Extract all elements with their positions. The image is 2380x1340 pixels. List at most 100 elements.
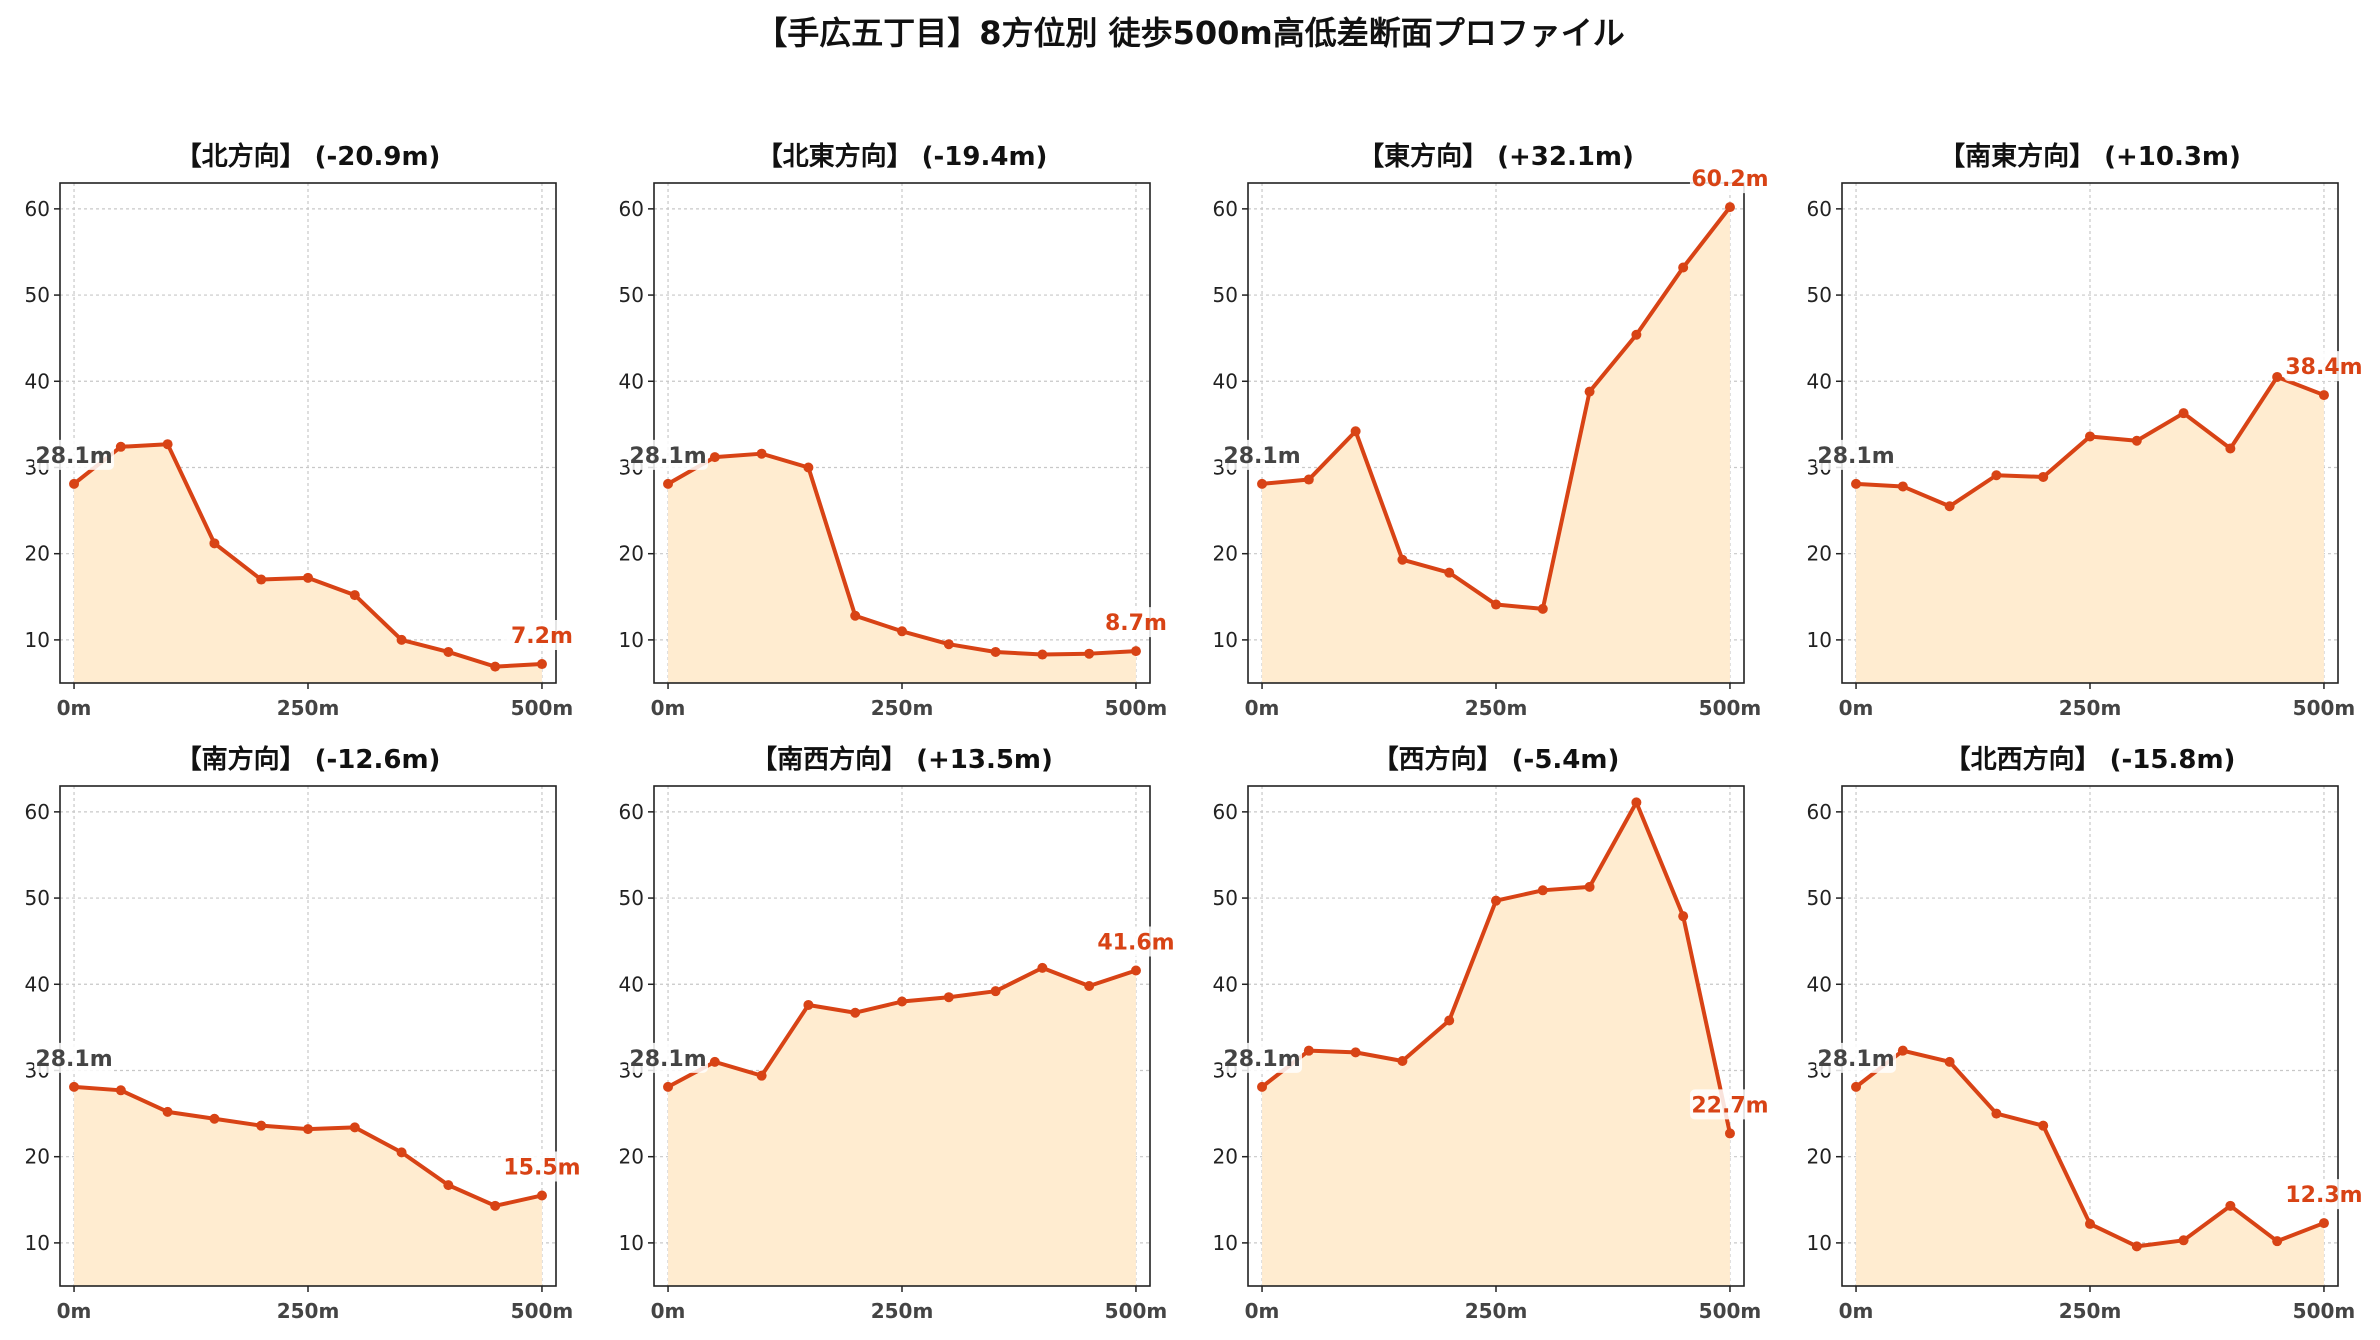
start-label: 28.1m <box>1223 1047 1300 1072</box>
data-point <box>2038 471 2049 482</box>
panel-title: 【東方向】 (+32.1m) <box>1358 141 1634 172</box>
y-tick-label: 40 <box>1807 369 1832 393</box>
area-fill <box>1856 376 2324 683</box>
y-tick-label: 10 <box>619 1231 644 1255</box>
data-point <box>897 626 907 637</box>
y-tick-label: 60 <box>1213 197 1238 221</box>
y-tick-label: 20 <box>1807 1145 1832 1169</box>
data-point <box>1037 962 1048 973</box>
panels: 【北方向】 (-20.9m)1020304050600m250m500m28.1… <box>25 141 2364 1323</box>
data-point <box>256 574 267 585</box>
y-tick-label: 60 <box>25 800 50 824</box>
data-point <box>2085 1218 2095 1229</box>
start-label-bg <box>34 439 115 470</box>
data-point <box>897 996 907 1007</box>
end-label-bg <box>501 620 582 651</box>
y-tick-label: 50 <box>1807 886 1832 910</box>
data-point <box>209 538 220 549</box>
end-label: 12.3m <box>2285 1183 2362 1208</box>
area-fill <box>1262 207 1730 683</box>
end-label-bg <box>1095 926 1176 957</box>
x-tick-label: 250m <box>2059 1299 2122 1323</box>
data-point <box>2225 443 2236 454</box>
x-tick-label: 250m <box>277 696 340 720</box>
panel-title: 【南方向】 (-12.6m) <box>176 744 441 775</box>
y-tick-label: 10 <box>1213 628 1238 652</box>
data-point <box>209 1113 220 1124</box>
data-point <box>990 646 1001 657</box>
axes-frame <box>1247 182 1745 684</box>
data-point <box>1851 1081 1862 1092</box>
start-label: 28.1m <box>35 444 112 469</box>
x-tick-label: 500m <box>1105 1299 1168 1323</box>
y-tick-label: 10 <box>619 628 644 652</box>
y-tick-label: 50 <box>1807 283 1832 307</box>
start-label-bg <box>1816 1042 1897 1073</box>
data-point <box>303 572 313 583</box>
data-point <box>1537 885 1548 896</box>
data-point <box>1944 1056 1955 1067</box>
x-tick-label: 0m <box>1245 1299 1280 1323</box>
y-tick-label: 60 <box>619 197 644 221</box>
data-point <box>1991 1108 2002 1119</box>
y-tick-label: 10 <box>1213 1231 1238 1255</box>
end-label-bg <box>1689 163 1770 194</box>
data-point <box>1584 386 1595 397</box>
x-tick-label: 0m <box>651 696 686 720</box>
data-point <box>1444 567 1455 578</box>
area-fill <box>74 444 542 683</box>
end-label: 7.2m <box>511 624 573 649</box>
data-point <box>1678 262 1689 273</box>
x-tick-label: 250m <box>1465 1299 1528 1323</box>
y-tick-label: 20 <box>619 1145 644 1169</box>
data-point <box>69 478 80 489</box>
data-point <box>2131 435 2142 446</box>
axes-frame <box>653 785 1151 1287</box>
axes-frame <box>653 182 1151 684</box>
x-tick-label: 0m <box>1839 1299 1874 1323</box>
data-point <box>1537 603 1548 614</box>
area-fill <box>668 453 1136 683</box>
data-point <box>850 610 861 621</box>
start-label: 28.1m <box>629 1047 706 1072</box>
x-tick-label: 0m <box>57 696 92 720</box>
y-tick-label: 40 <box>619 972 644 996</box>
data-point <box>663 1081 674 1092</box>
data-point <box>1397 554 1408 565</box>
end-label-bg <box>501 1151 582 1182</box>
y-tick-label: 50 <box>1213 283 1238 307</box>
y-tick-label: 40 <box>1213 972 1238 996</box>
data-point <box>2131 1241 2142 1252</box>
y-tick-label: 10 <box>25 628 50 652</box>
y-tick-label: 40 <box>1213 369 1238 393</box>
data-point <box>2178 1235 2189 1246</box>
start-label: 28.1m <box>629 444 706 469</box>
data-point <box>2318 390 2329 401</box>
y-tick-label: 60 <box>1213 800 1238 824</box>
y-tick-label: 20 <box>1807 542 1832 566</box>
data-point <box>162 1106 173 1117</box>
panel-1: 【北東方向】 (-19.4m)1020304050600m250m500m28.… <box>619 141 1176 720</box>
x-tick-label: 500m <box>511 1299 574 1323</box>
data-point <box>1303 1045 1314 1056</box>
data-point <box>1944 501 1955 512</box>
area-fill <box>668 967 1136 1286</box>
data-point <box>1084 648 1095 659</box>
data-point <box>69 1081 80 1092</box>
data-point <box>850 1007 861 1018</box>
data-point <box>490 661 501 672</box>
start-label-bg <box>1222 439 1303 470</box>
end-label-bg <box>2283 351 2364 382</box>
y-tick-label: 20 <box>25 1145 50 1169</box>
panel-3: 【南東方向】 (+10.3m)1020304050600m250m500m28.… <box>1807 141 2364 720</box>
data-point <box>663 478 674 489</box>
y-tick-label: 50 <box>619 283 644 307</box>
y-tick-label: 60 <box>1807 197 1832 221</box>
end-label-bg <box>1095 607 1176 638</box>
panel-5: 【南西方向】 (+13.5m)1020304050600m250m500m28.… <box>619 744 1176 1323</box>
y-tick-label: 50 <box>1213 886 1238 910</box>
data-point <box>943 992 954 1003</box>
axes-frame <box>59 785 557 1287</box>
data-point <box>1724 202 1735 213</box>
